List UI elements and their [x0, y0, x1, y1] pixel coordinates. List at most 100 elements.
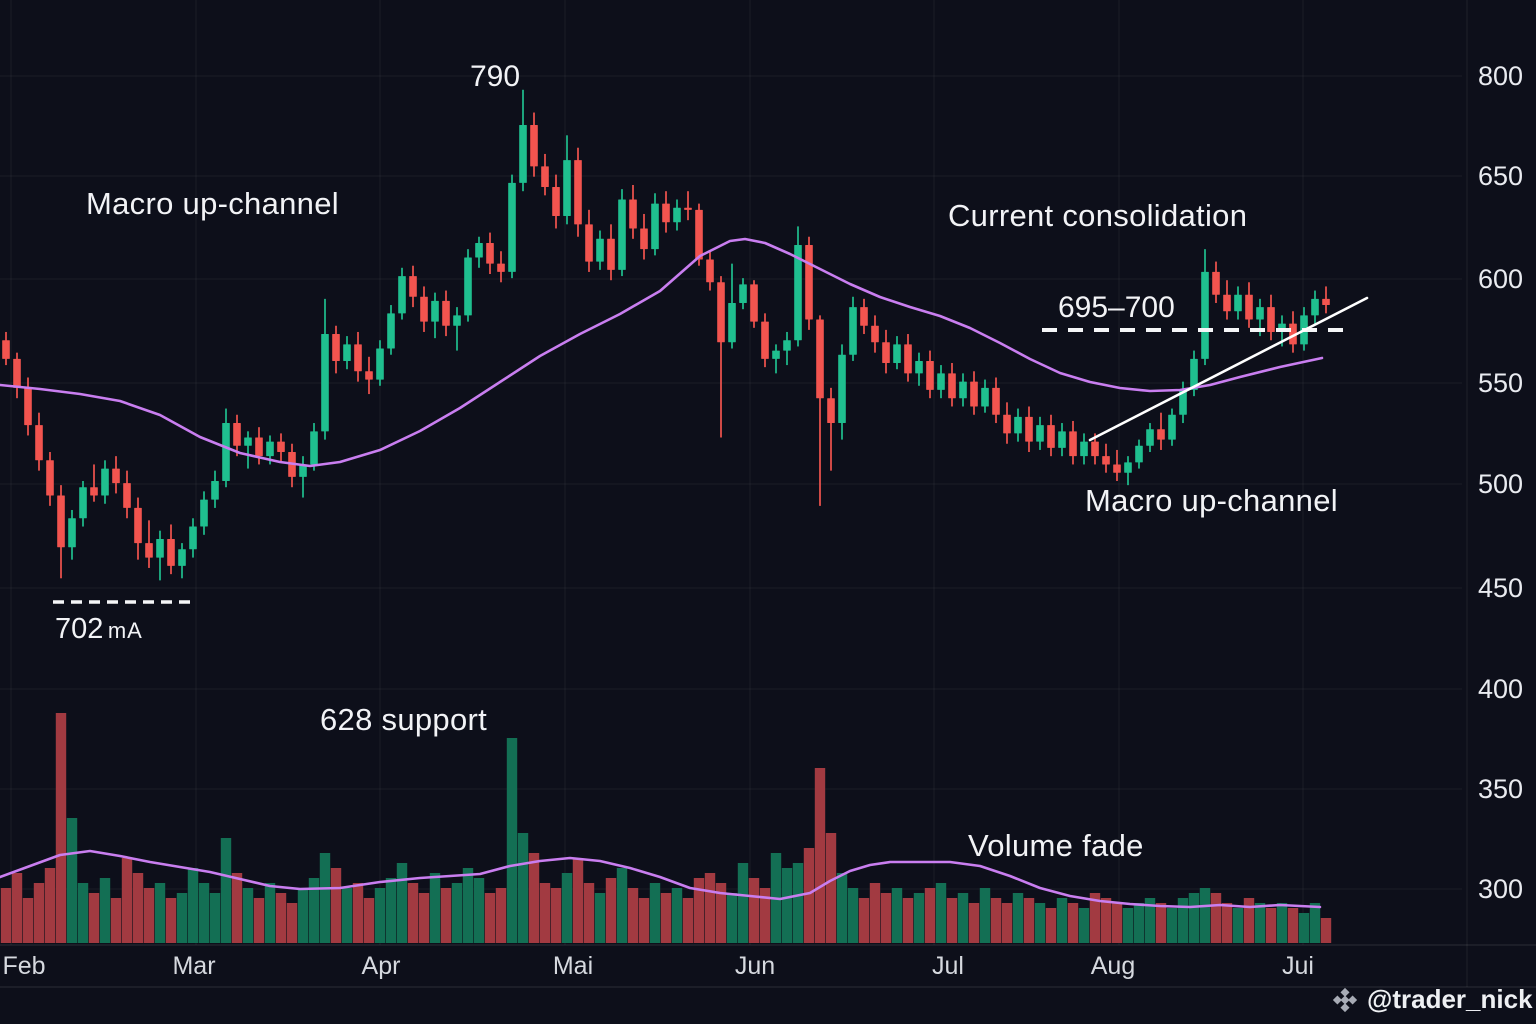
volume-bar: [1188, 893, 1200, 943]
volume-bar: [209, 893, 221, 943]
candle-body: [1157, 429, 1165, 440]
volume-bar: [484, 893, 496, 943]
volume-bar: [385, 878, 397, 943]
y-tick-600: 600: [1478, 264, 1524, 294]
volume-bar: [319, 853, 331, 943]
x-tick-mai: Mai: [552, 952, 594, 980]
candle-body: [354, 344, 362, 372]
candle-body: [1212, 271, 1220, 295]
volume-bar: [1100, 898, 1112, 943]
annotation-peak-790: 790: [470, 60, 521, 93]
volume-bar: [1298, 913, 1310, 943]
candle-body: [860, 307, 868, 326]
volume-bar: [110, 898, 122, 943]
y-tick-650: 650: [1478, 161, 1524, 191]
candle-body: [970, 381, 978, 407]
candle-body: [211, 481, 219, 500]
candle-body: [871, 325, 879, 343]
candle-body: [1146, 429, 1154, 446]
candle-body: [1322, 298, 1330, 306]
volume-bar: [594, 893, 606, 943]
volume-bar: [374, 888, 386, 943]
volume-bar: [781, 868, 793, 943]
volume-bar: [1265, 908, 1277, 943]
volume-bar: [1111, 903, 1123, 943]
volume-bar: [1320, 918, 1332, 943]
candle-body: [112, 468, 120, 484]
annotation-702-ma-value: 702: [55, 613, 104, 645]
volume-bar: [539, 883, 551, 943]
candle-body: [959, 381, 967, 399]
y-tick-300: 300: [1478, 874, 1524, 904]
volume-bar: [66, 818, 78, 943]
y-tick-800: 800: [1478, 61, 1524, 91]
candle-body: [464, 257, 472, 316]
candle-body: [420, 296, 428, 322]
candle-body: [673, 207, 681, 223]
candle-body: [46, 460, 54, 496]
volume-bar: [1089, 893, 1101, 943]
candle-body: [1234, 294, 1242, 312]
candle-body: [365, 371, 373, 380]
candle-body: [200, 499, 208, 527]
candle-body: [574, 160, 582, 225]
volume-ma-line: [0, 849, 1322, 909]
volume-bar: [1210, 893, 1222, 943]
candle-body: [1223, 294, 1231, 312]
volume-bar: [1034, 903, 1046, 943]
watermark: @trader_nick: [1332, 984, 1533, 1015]
candle-body: [1003, 414, 1011, 434]
volume-bar: [913, 893, 925, 943]
candle-body: [68, 518, 76, 548]
candle-body: [123, 483, 131, 508]
annotation-current-consolidation: Current consolidation: [948, 198, 1248, 233]
candle-body: [90, 487, 98, 496]
candle-body: [1058, 431, 1066, 448]
candle-body: [1256, 307, 1264, 320]
candle-body: [662, 203, 670, 223]
candle-body: [728, 302, 736, 343]
y-tick-350: 350: [1478, 774, 1524, 804]
candle-body: [222, 423, 230, 481]
y-tick-450: 450: [1478, 573, 1524, 603]
candle-body: [453, 315, 461, 326]
candle-body: [1179, 389, 1187, 415]
candle-body: [145, 543, 153, 558]
volume-bar: [11, 873, 23, 943]
annotation-702-ma: 702 mA: [55, 613, 143, 646]
candle-body: [541, 166, 549, 188]
candle-body: [2, 340, 10, 359]
candle-body: [530, 124, 538, 167]
volume-bar: [748, 878, 760, 943]
candle-body: [849, 307, 857, 355]
annotation-628-support: 628 support: [320, 702, 488, 737]
volume-bar: [627, 888, 639, 943]
volume-bar: [154, 883, 166, 943]
volume-bar: [1067, 903, 1079, 943]
candle-body: [607, 238, 615, 270]
volume-bar: [308, 878, 320, 943]
volume-bar: [33, 883, 45, 943]
volume-bar: [286, 903, 298, 943]
candle-body: [1135, 445, 1143, 463]
volume-bar: [836, 873, 848, 943]
volume-bar: [462, 868, 474, 943]
volume-bar: [528, 853, 540, 943]
y-tick-550: 550: [1478, 368, 1524, 398]
volume-bar: [330, 868, 342, 943]
candle-body: [563, 160, 571, 217]
volume-bar: [1023, 898, 1035, 943]
volume-bar: [396, 863, 408, 943]
volume-bar: [1155, 903, 1167, 943]
volume-bar: [902, 898, 914, 943]
volume-bar: [605, 878, 617, 943]
x-tick-jul: Jul: [932, 952, 964, 980]
volume-bar: [440, 888, 452, 943]
volume-bar: [264, 883, 276, 943]
volume-bar: [649, 883, 661, 943]
volume-bar: [495, 888, 507, 943]
volume-bar: [1199, 888, 1211, 943]
candle-body: [398, 276, 406, 314]
volume-bar: [957, 893, 969, 943]
